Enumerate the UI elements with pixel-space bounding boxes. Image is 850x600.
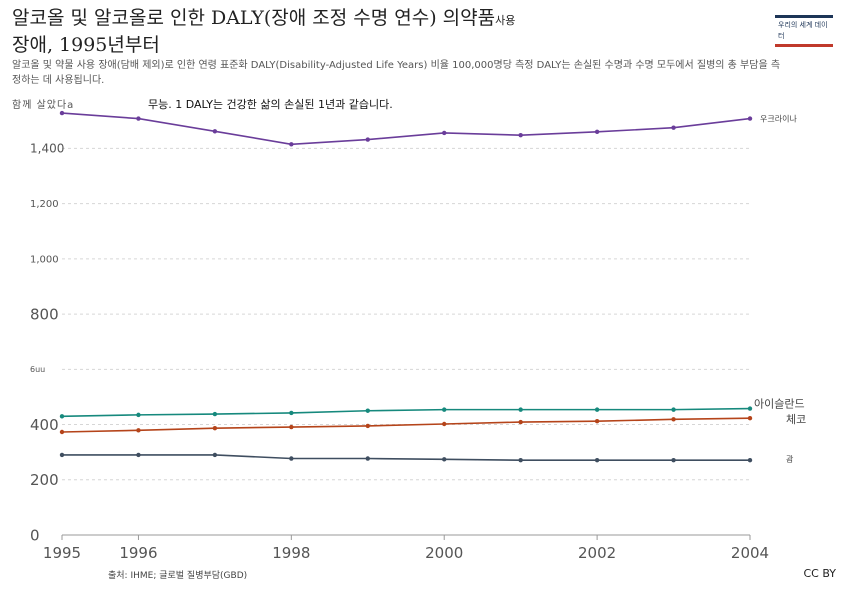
unit-note: 함께 살았다a [12, 100, 75, 111]
y-tick-label: 800 [30, 305, 59, 323]
title-superscript: 사용 [495, 14, 516, 27]
data-point-guam [671, 457, 676, 463]
data-point-ukraine [747, 116, 753, 121]
chart-subtitle: 알코올 및 약물 사용 장애(담배 제외)로 인한 연령 표준화 DALY(Di… [12, 60, 781, 86]
data-point-czech [518, 419, 523, 425]
data-point-iceland [365, 408, 370, 413]
data-point-czech [747, 415, 753, 421]
data-point-ukraine [136, 116, 141, 121]
x-tick-label: 1996 [119, 544, 157, 562]
logo-text: 우리의 세계 데이터 [778, 21, 828, 40]
chart-note: 함께 살았다a 무능. 1 DALY는 건강한 삶의 손실된 1년과 같습니다. [12, 96, 532, 111]
data-point-iceland [212, 411, 218, 417]
data-point-ukraine [442, 130, 447, 136]
chart-title: 알코올 및 알코올로 인한 DALY(장애 조정 수명 연수) 의약품사용 장애… [12, 6, 712, 57]
title-main: 알코올 및 알코올로 인한 DALY(장애 조정 수명 연수) 의약품 [12, 7, 496, 29]
data-point-guam [212, 452, 218, 458]
series-label-czech: 체코 [786, 413, 806, 426]
data-point-guam [59, 452, 65, 458]
data-point-czech [442, 421, 447, 427]
data-point-czech [136, 428, 141, 433]
data-point-ukraine [289, 142, 294, 147]
series-line-guam [62, 454, 750, 461]
data-point-iceland [671, 407, 676, 412]
series-line-iceland [61, 407, 751, 418]
title-line2: 장애, 1995년부터 [12, 34, 160, 56]
data-point-guam [289, 456, 294, 461]
data-point-guam [518, 457, 523, 463]
x-tick-label: 2000 [425, 544, 463, 562]
series-label-iceland: 아이슬란드 [754, 398, 805, 411]
y-tick-label: 400 [30, 416, 59, 434]
data-point-ukraine [518, 132, 523, 138]
series-label-guam: 괌 [786, 454, 794, 464]
data-point-ukraine [212, 129, 218, 134]
y-tick-label: 1,000 [30, 254, 59, 265]
source-text: 출처: IHME; 글로벌 질병부담(GBD) [108, 571, 248, 581]
y-tick-label: 1,200 [30, 199, 59, 210]
data-point-iceland [747, 406, 753, 411]
data-point-iceland [136, 412, 141, 418]
x-tick-label: 2002 [578, 544, 616, 562]
data-point-czech [594, 419, 600, 424]
data-point-guam [442, 457, 447, 462]
data-point-czech [365, 423, 370, 429]
data-point-ukraine [59, 110, 65, 116]
data-point-czech [289, 424, 294, 430]
x-tick-label: 1995 [43, 544, 81, 562]
series-line-czech [61, 417, 751, 433]
y-tick-label: 1,400 [30, 142, 64, 156]
license-link[interactable]: CC BY [803, 567, 836, 580]
data-point-iceland [594, 407, 600, 412]
y-tick-label: 6uu [30, 365, 45, 374]
data-point-guam [747, 457, 753, 463]
x-tick-label: 2004 [731, 544, 769, 562]
y-tick-label: 200 [30, 471, 59, 489]
data-point-iceland [289, 410, 294, 416]
owid-logo[interactable]: 우리의 세계 데이터 [775, 15, 833, 47]
y-tick-label: 0 [30, 526, 40, 544]
series-label-ukraine: 우크라이나 [760, 114, 797, 124]
data-point-guam [365, 456, 370, 461]
data-point-czech [671, 417, 676, 422]
data-point-czech [212, 425, 218, 431]
data-point-ukraine [365, 137, 370, 142]
data-point-guam [594, 457, 600, 463]
data-point-czech [59, 429, 65, 435]
note-text: 무능. 1 DALY는 건강한 삶의 손실된 1년과 같습니다. [148, 98, 393, 111]
x-tick-label: 1998 [272, 544, 310, 562]
data-point-iceland [518, 407, 523, 412]
data-point-ukraine [671, 125, 676, 130]
data-point-guam [136, 452, 141, 458]
data-point-ukraine [594, 129, 600, 135]
series-line-ukraine [61, 112, 751, 146]
data-point-iceland [442, 407, 447, 412]
data-point-iceland [59, 414, 65, 419]
